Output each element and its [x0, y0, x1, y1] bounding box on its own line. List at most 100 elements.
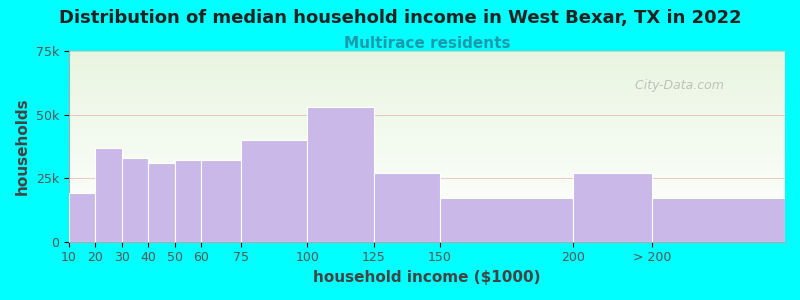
Bar	[69, 133, 785, 135]
Bar	[652, 199, 785, 242]
Bar	[69, 91, 785, 93]
Bar	[69, 211, 785, 213]
Bar	[69, 173, 785, 175]
Bar	[69, 131, 785, 133]
Bar	[69, 89, 785, 91]
Bar	[69, 146, 785, 148]
Bar	[69, 129, 785, 131]
Bar	[69, 206, 785, 207]
Bar	[69, 186, 785, 188]
Bar	[69, 51, 785, 53]
Bar	[69, 171, 785, 173]
Bar	[69, 114, 785, 116]
Bar	[69, 78, 785, 80]
Bar	[69, 164, 785, 165]
Bar	[69, 58, 785, 61]
Bar	[69, 165, 785, 167]
Bar	[69, 175, 785, 177]
Bar	[202, 160, 241, 242]
Bar	[69, 209, 785, 211]
Bar	[69, 190, 785, 192]
Bar	[69, 177, 785, 179]
Bar	[69, 152, 785, 154]
Bar	[69, 183, 785, 184]
Bar	[69, 83, 785, 85]
Bar	[69, 70, 785, 72]
Bar	[69, 156, 785, 158]
Bar	[69, 219, 785, 221]
Bar	[69, 100, 785, 103]
Bar	[69, 85, 785, 87]
Bar	[122, 158, 148, 242]
Bar	[69, 202, 785, 204]
Bar	[174, 160, 202, 242]
Bar	[69, 93, 785, 95]
Bar	[69, 194, 785, 196]
Bar	[69, 228, 785, 230]
Bar	[69, 116, 785, 118]
Bar	[69, 122, 785, 124]
Bar	[69, 162, 785, 164]
Bar	[69, 217, 785, 219]
Bar	[241, 140, 307, 242]
Bar	[69, 167, 785, 169]
Bar	[69, 106, 785, 108]
Bar	[69, 204, 785, 206]
Bar	[69, 234, 785, 236]
Bar	[69, 238, 785, 240]
Text: Distribution of median household income in West Bexar, TX in 2022: Distribution of median household income …	[58, 9, 742, 27]
Bar	[69, 80, 785, 82]
Bar	[69, 200, 785, 202]
Bar	[69, 87, 785, 89]
Bar	[69, 225, 785, 226]
Bar	[69, 61, 785, 62]
Bar	[69, 194, 95, 242]
Bar	[69, 181, 785, 183]
Bar	[374, 173, 440, 242]
Bar	[69, 198, 785, 200]
Bar	[69, 127, 785, 129]
Bar	[69, 97, 785, 99]
Bar	[69, 226, 785, 228]
Bar	[69, 76, 785, 78]
Bar	[69, 232, 785, 234]
Bar	[69, 74, 785, 76]
Bar	[69, 72, 785, 74]
Bar	[69, 158, 785, 160]
Bar	[69, 64, 785, 66]
Bar	[69, 57, 785, 59]
Title: Multirace residents: Multirace residents	[343, 36, 510, 51]
Y-axis label: households: households	[15, 98, 30, 195]
Bar	[69, 53, 785, 55]
Bar	[69, 120, 785, 122]
Bar	[69, 62, 785, 64]
Bar	[69, 207, 785, 209]
Bar	[69, 141, 785, 142]
Bar	[69, 148, 785, 150]
Bar	[307, 107, 374, 242]
Bar	[69, 137, 785, 139]
Text: City-Data.com: City-Data.com	[627, 79, 724, 92]
Bar	[69, 118, 785, 120]
Bar	[69, 125, 785, 127]
Bar	[148, 163, 174, 242]
Bar	[69, 154, 785, 156]
Bar	[440, 199, 573, 242]
Bar	[69, 150, 785, 152]
Bar	[69, 213, 785, 215]
Bar	[69, 240, 785, 242]
Bar	[95, 148, 122, 242]
Bar	[69, 66, 785, 68]
Bar	[69, 124, 785, 125]
Bar	[69, 169, 785, 171]
Bar	[69, 139, 785, 141]
Bar	[69, 230, 785, 232]
Bar	[69, 188, 785, 190]
Bar	[69, 95, 785, 97]
Bar	[69, 236, 785, 238]
Bar	[69, 184, 785, 186]
Bar	[69, 112, 785, 114]
Bar	[69, 82, 785, 83]
Bar	[69, 55, 785, 57]
Bar	[69, 215, 785, 217]
